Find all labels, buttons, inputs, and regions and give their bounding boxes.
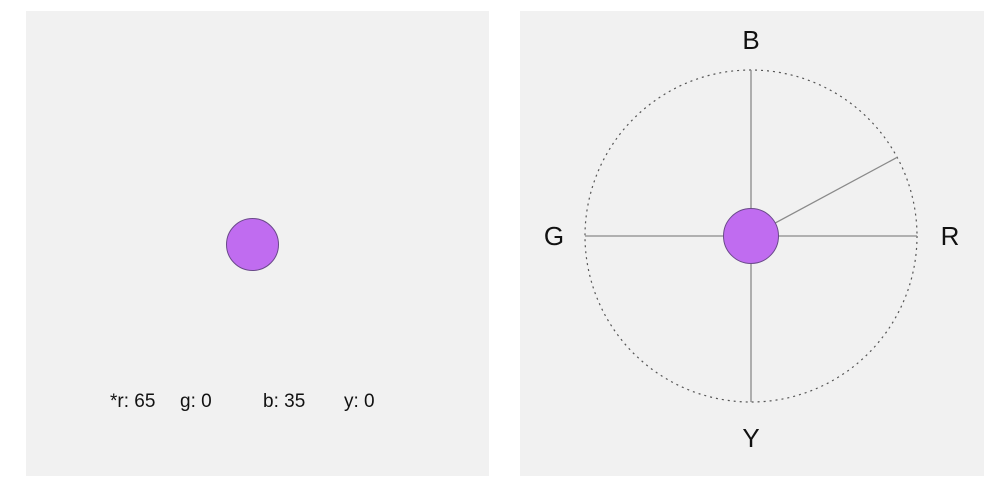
color-wheel-panel: B G R Y: [520, 11, 984, 476]
color-dot: [226, 218, 279, 271]
color-dot: [723, 208, 779, 264]
axis-label-y: Y: [742, 423, 759, 453]
readout-r: *r: 65: [110, 391, 156, 412]
axis-label-g: G: [544, 221, 564, 251]
axis-label-b: B: [742, 25, 759, 55]
readout-g: g: 0: [180, 391, 212, 412]
color-wheel-diagram: B G R Y: [544, 25, 960, 453]
readout-y: y: 0: [344, 391, 375, 412]
readout-b: b: 35: [263, 391, 306, 412]
color-value-panel: *r: 65 g: 0 b: 35 y: 0: [26, 11, 489, 476]
axis-label-r: R: [941, 221, 960, 251]
channel-readouts: *r: 65 g: 0 b: 35 y: 0: [26, 391, 489, 415]
